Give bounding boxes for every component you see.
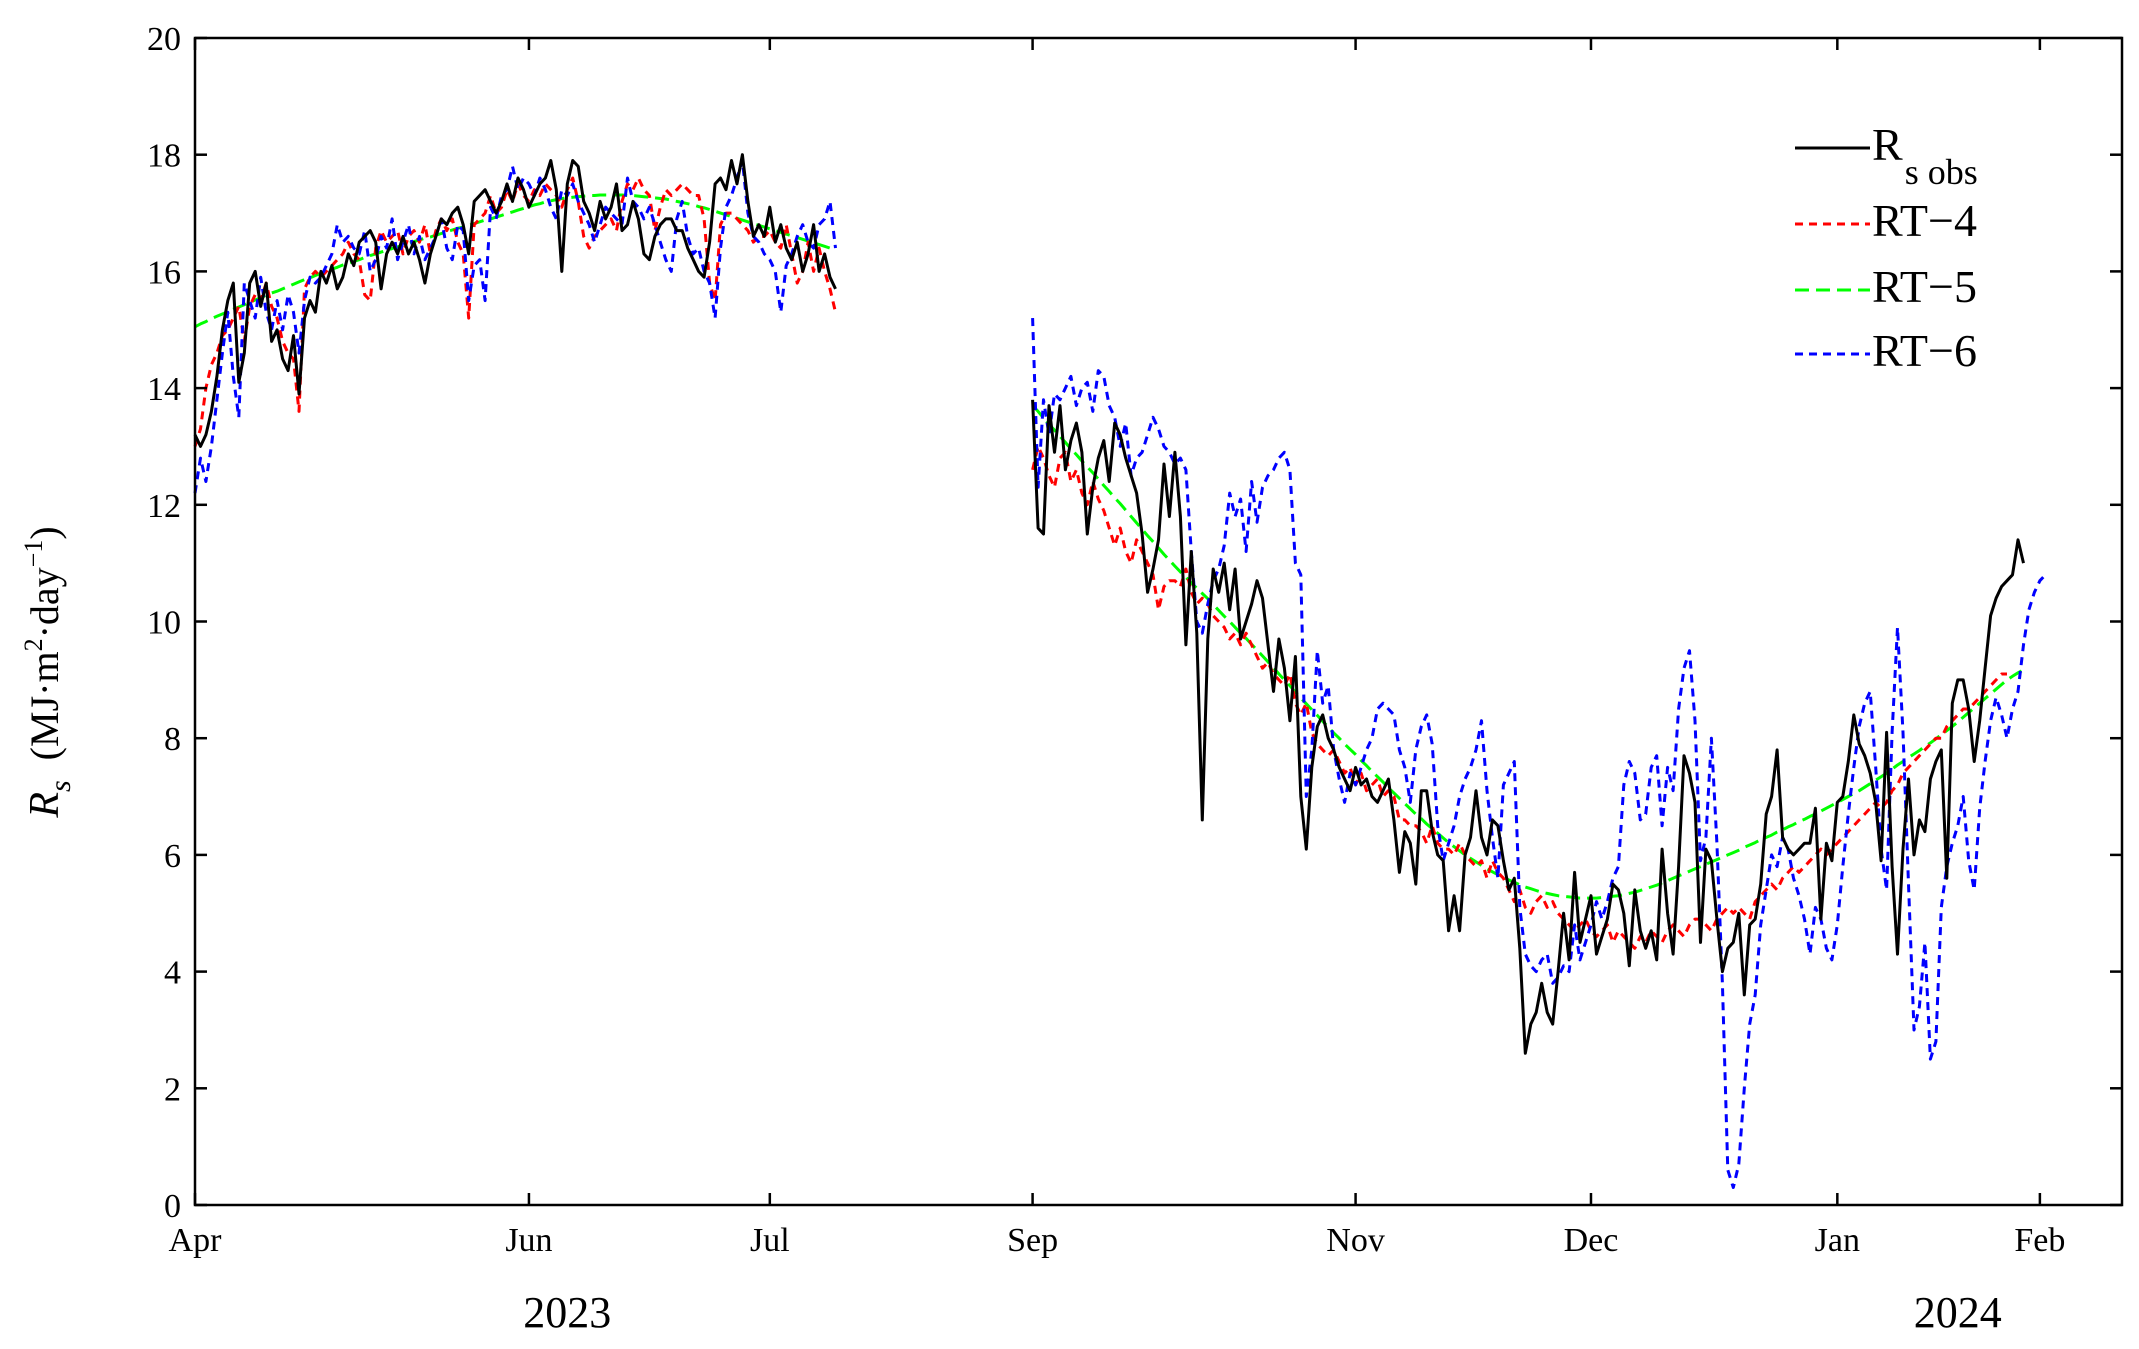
y-tick-label: 14 — [147, 371, 181, 408]
series-line-rs-obs — [1031, 399, 2025, 1055]
year-label: 2023 — [523, 1288, 611, 1337]
y-tick-label: 16 — [147, 254, 181, 291]
y-axis-unit-suffix: ) — [22, 526, 67, 539]
x-tick-label: Jun — [505, 1222, 552, 1259]
x-tick-label: Feb — [2014, 1222, 2065, 1259]
y-tick-label: 8 — [164, 721, 181, 758]
x-tick-label: Jul — [750, 1222, 790, 1259]
y-tick-label: 4 — [164, 955, 181, 992]
series-line-rt-5 — [194, 193, 836, 329]
y-tick-label: 10 — [147, 605, 181, 642]
x-axis: AprJunJulSepNovDecJanFebMar — [169, 38, 2065, 1259]
y-axis-unit-prefix: (MJ·m — [22, 651, 67, 760]
x-tick-label: Sep — [1007, 1222, 1058, 1259]
y-axis-title: Rs (MJ·m2·day−1) — [19, 526, 77, 818]
legend-label: RT−4 — [1872, 195, 1977, 246]
x-tick-label: Dec — [1564, 1222, 1619, 1259]
y-tick-label: 18 — [147, 138, 181, 175]
year-labels: 2023 2024 — [523, 1288, 2002, 1337]
legend-label: RT−6 — [1872, 325, 1977, 376]
y-tick-label: 20 — [147, 21, 181, 58]
x-tick-label: Apr — [169, 1222, 223, 1259]
y-tick-label: 12 — [147, 488, 181, 525]
y-axis-unit-exp1: 2 — [19, 638, 48, 651]
y-axis-unit-exp2: −1 — [19, 540, 48, 568]
y-axis-symbol: R — [22, 792, 68, 819]
series-layer — [193, 153, 2047, 1189]
series-line-rt-5 — [1031, 404, 2025, 900]
year-label: 2024 — [1914, 1288, 2002, 1337]
x-tick-label: Jan — [1815, 1222, 1860, 1259]
x-tick-label: Nov — [1326, 1222, 1385, 1259]
y-axis-unit-mid: ·day — [22, 567, 67, 638]
series-line-rs-obs — [193, 153, 837, 448]
legend-label: Rs obs — [1872, 119, 1978, 192]
y-tick-label: 6 — [164, 838, 181, 875]
y-tick-label: 2 — [164, 1071, 181, 1108]
series-line-rt-6 — [1031, 318, 2047, 1189]
y-axis-symbol-subscript: s — [44, 780, 77, 792]
series-line-rt-6 — [193, 159, 837, 494]
legend-label: RT−5 — [1872, 261, 1977, 312]
y-tick-label: 0 — [164, 1188, 181, 1225]
y-axis: 0 2 4 6 8 10 12 14 16 18 20 — [147, 21, 2122, 1225]
